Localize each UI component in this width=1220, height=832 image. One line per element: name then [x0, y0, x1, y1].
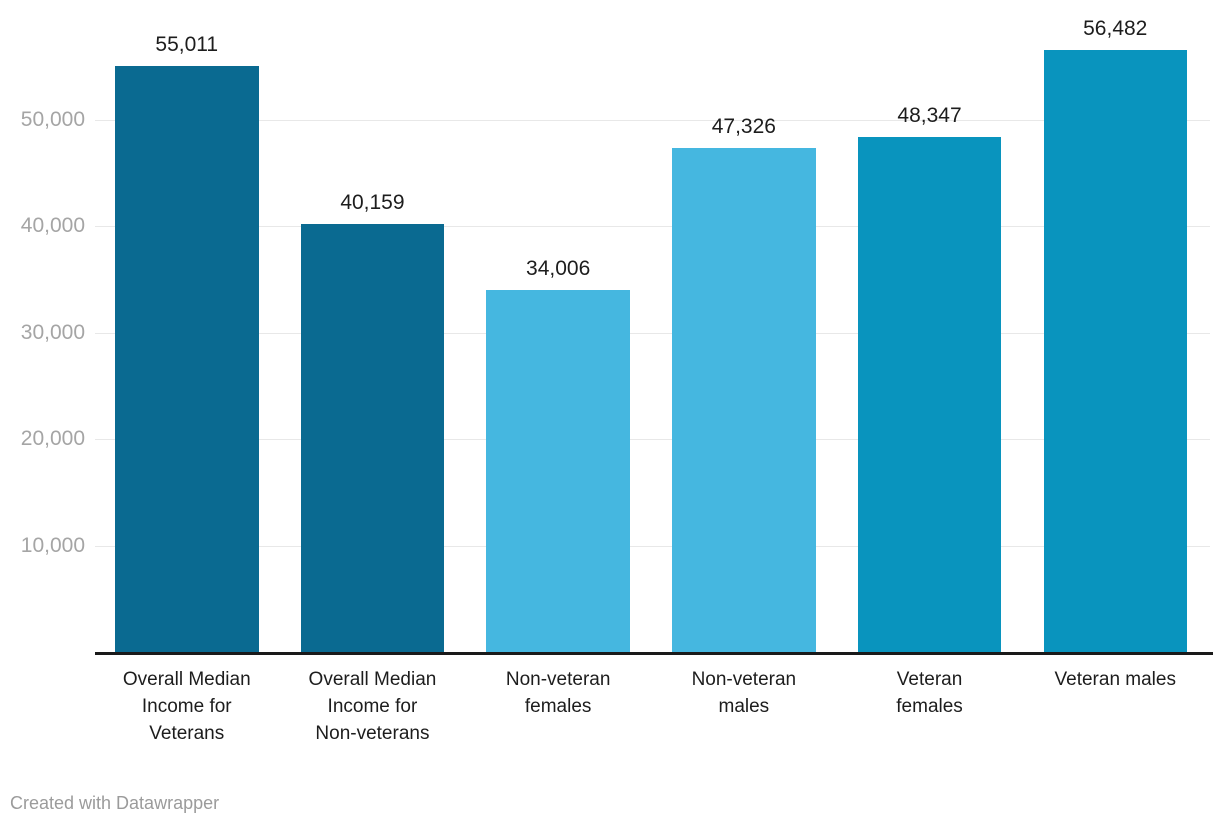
- bar-value-label: 56,482: [1083, 17, 1148, 41]
- bar[interactable]: [1043, 50, 1187, 652]
- y-axis-tick-label: 20,000: [20, 427, 85, 450]
- bar[interactable]: [115, 66, 259, 652]
- bar[interactable]: [857, 137, 1002, 652]
- x-axis-category-label: Overall Median Income for Non-veterans: [308, 669, 437, 744]
- gridline: [95, 545, 1210, 547]
- y-axis-tick-label: 30,000: [20, 320, 85, 344]
- bar-value-label: 48,347: [897, 104, 962, 128]
- gridline: [95, 226, 1210, 227]
- bar-chart: 10,000 20,000 30,000 40,000 50,000 55,011 Over…: [20, 17, 1213, 744]
- gridline: [95, 332, 1210, 334]
- gridline: [95, 119, 1210, 121]
- x-axis-category-label: Veteran females: [896, 669, 963, 717]
- datawrapper-attribution-link[interactable]: Created with Datawrapper: [10, 793, 220, 813]
- x-axis-category-label: Overall Median Income for Veterans: [122, 669, 251, 744]
- x-axis-category-label: Non-veteran males: [691, 669, 797, 717]
- y-axis-tick-label: 40,000: [20, 214, 85, 237]
- bar[interactable]: [300, 224, 445, 652]
- x-axis-line: [95, 652, 1213, 655]
- x-axis-category-label: Veteran males: [1054, 669, 1176, 690]
- bar[interactable]: [672, 147, 816, 652]
- gridline: [95, 439, 1210, 440]
- x-axis-category-label: Non-veteran females: [505, 669, 611, 717]
- y-axis-tick-label: 10,000: [20, 533, 85, 557]
- bar-value-label: 34,006: [526, 256, 591, 280]
- bar-value-label: 47,326: [711, 114, 776, 138]
- bar[interactable]: [486, 289, 630, 652]
- y-axis-tick-label: 50,000: [20, 107, 85, 131]
- bar-value-label: 40,159: [340, 191, 405, 215]
- bar-value-label: 55,011: [155, 33, 219, 57]
